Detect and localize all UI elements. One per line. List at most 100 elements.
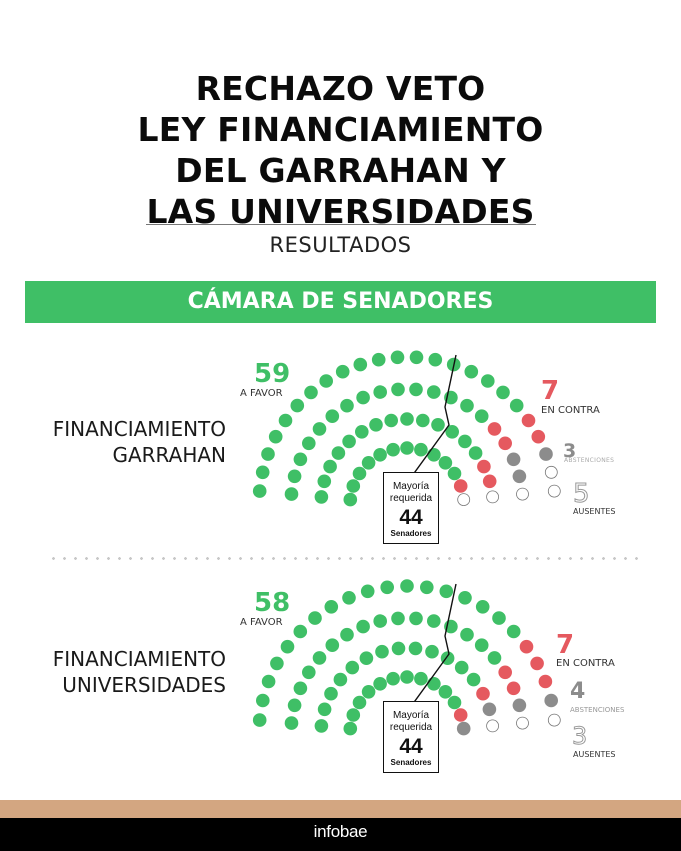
seat-favor [312, 651, 327, 665]
seat-ausente [516, 716, 529, 730]
seat-favor [427, 385, 441, 399]
favor-count: 58 [254, 588, 291, 618]
favor-label: A FAVOR [240, 388, 283, 399]
seat-favor [314, 490, 329, 504]
seat-ausente [457, 493, 471, 507]
majority-line2: requerida [389, 493, 433, 504]
seat-favor [373, 614, 388, 628]
seat-favor [293, 624, 308, 639]
seat-contra [506, 681, 521, 696]
seat-favor [447, 695, 462, 710]
seat-favor [439, 584, 454, 599]
title-line-3: DEL GARRAHAN Y [175, 151, 506, 190]
seat-favor [325, 409, 340, 424]
seat-favor [454, 660, 469, 675]
seat-favor [360, 584, 375, 599]
seat-ausente [486, 490, 500, 504]
seat-favor [361, 685, 376, 699]
seat-abstencion [512, 698, 527, 713]
ausentes-label: AUSENTES [573, 750, 616, 759]
seat-favor [386, 442, 400, 457]
seat-favor [391, 641, 406, 656]
seat-ausente [547, 713, 561, 727]
seat-favor [356, 390, 370, 405]
majority-line2: requerida [389, 722, 433, 733]
seat-favor [427, 614, 441, 628]
seat-favor [475, 600, 490, 614]
section-label-universidades: FINANCIAMIENTO UNIVERSIDADES [0, 646, 226, 698]
seat-abstencion [539, 447, 553, 461]
section-label-line: FINANCIAMIENTO [52, 417, 226, 441]
seat-favor [342, 434, 356, 449]
seat-favor [409, 611, 423, 626]
footer-accent-bar [0, 800, 681, 818]
seat-favor [400, 670, 414, 684]
seat-favor [420, 580, 434, 595]
majority-unit: Senadores [390, 758, 432, 767]
seat-favor [290, 398, 305, 413]
seat-ausente [544, 465, 558, 479]
seat-favor [352, 695, 367, 710]
seat-favor [261, 674, 276, 689]
seat-favor [400, 441, 414, 455]
seat-favor [270, 656, 284, 671]
seat-favor [325, 638, 340, 652]
seat-favor [361, 456, 376, 470]
seat-contra [498, 436, 512, 451]
seat-abstencion [512, 469, 527, 484]
seat-favor [308, 611, 322, 625]
seat-favor [445, 425, 460, 439]
seat-favor [414, 671, 428, 686]
section-label-line: GARRAHAN [112, 443, 226, 467]
seat-contra [477, 459, 491, 474]
majority-value: 44 [399, 506, 423, 529]
subtitle: RESULTADOS [269, 233, 412, 257]
seat-favor [481, 374, 495, 388]
seat-favor [458, 434, 472, 449]
seat-favor [324, 600, 339, 614]
majority-line1: Mayoría [392, 710, 430, 721]
section-label-line: FINANCIAMIENTO [52, 647, 226, 671]
abstenciones-label: ABSTENCIONES [570, 706, 625, 714]
section-label-garrahan: FINANCIAMIENTO GARRAHAN [0, 416, 226, 468]
seat-favor [496, 385, 510, 400]
seat-ausente [547, 484, 561, 498]
seat-contra [530, 656, 544, 671]
seat-favor [319, 374, 334, 388]
seat-favor [335, 364, 350, 379]
seat-favor [293, 681, 308, 696]
chamber-banner: CÁMARA DE SENADORES [25, 281, 656, 323]
abstenciones-count: 4 [570, 679, 586, 704]
ausentes-count: 5 [573, 479, 591, 509]
seat-favor [384, 413, 399, 428]
seat-favor [509, 398, 524, 413]
seat-favor [252, 713, 267, 727]
seat-favor [304, 385, 318, 400]
seat-favor [416, 413, 430, 428]
seat-favor [359, 651, 374, 665]
seat-favor [352, 466, 367, 481]
seat-contra [453, 708, 468, 722]
majority-box: Mayoría requerida 44 Senadores [383, 701, 439, 773]
seat-favor [409, 350, 424, 365]
seat-contra [538, 674, 553, 689]
seat-favor [302, 436, 316, 451]
seat-favor [400, 579, 414, 593]
seat-contra [453, 479, 468, 493]
title-line-1: RECHAZO VETO [195, 69, 486, 108]
majority-unit: Senadores [390, 529, 432, 538]
seat-favor [278, 413, 293, 428]
seat-abstencion [482, 702, 497, 717]
seat-favor [317, 702, 332, 717]
seat-abstencion [506, 452, 521, 467]
seat-favor [408, 641, 423, 656]
seat-favor [312, 422, 327, 436]
seat-favor [340, 627, 354, 642]
seat-contra [498, 665, 512, 680]
seat-contra [487, 422, 502, 436]
seat-favor [284, 487, 299, 501]
seat-favor [346, 479, 361, 493]
seat-favor [468, 446, 483, 460]
